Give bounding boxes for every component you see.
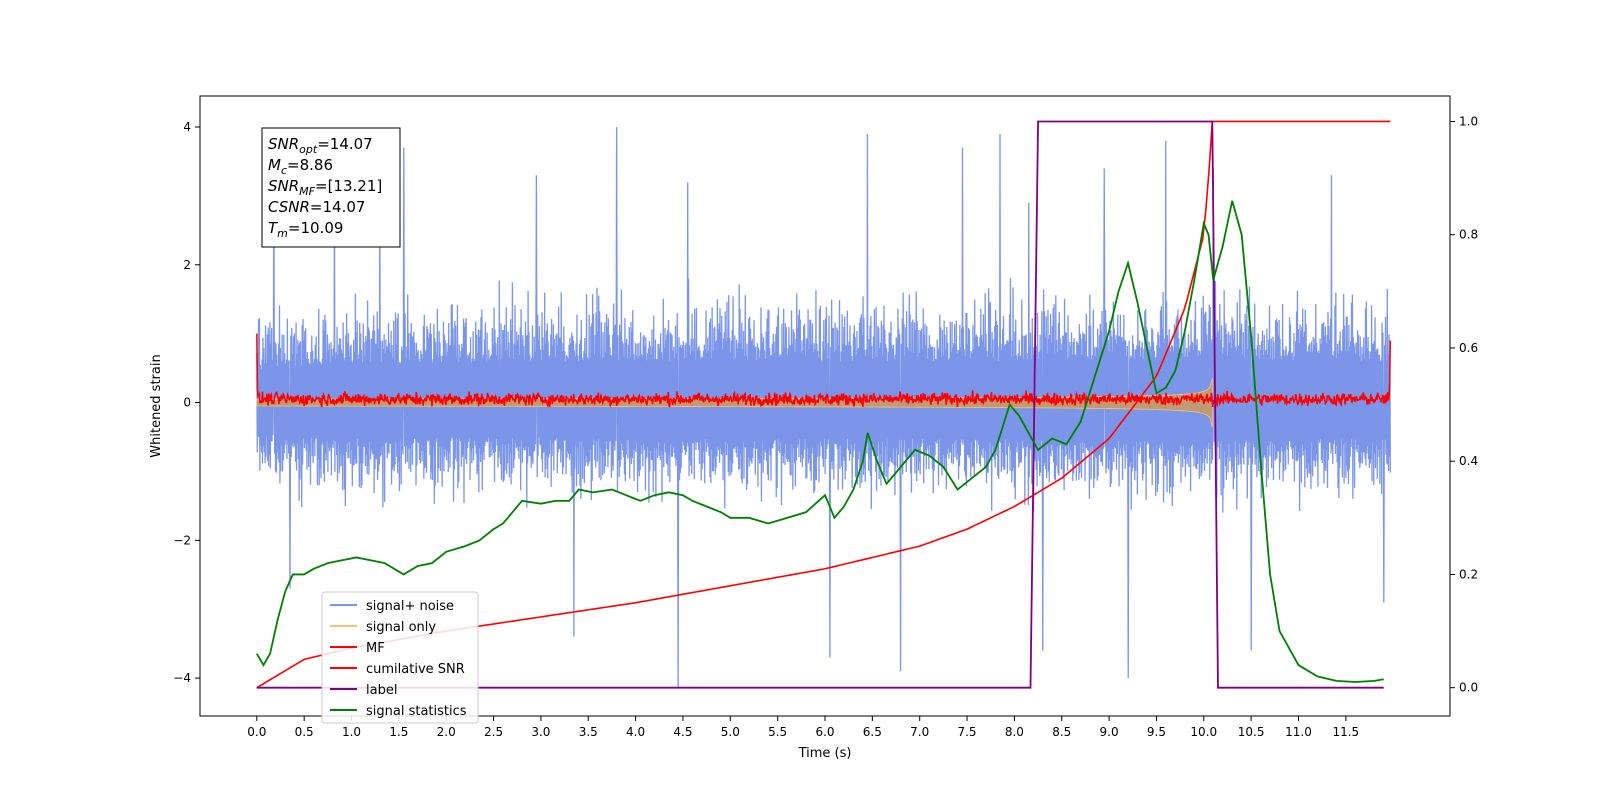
legend-items: signal+ noise signal only MF cumilative SNR… <box>330 599 467 719</box>
y-axis-label: Whitened strain <box>149 354 164 457</box>
y-tick-label: −4 <box>173 671 191 685</box>
x-tick-label: 8.5 <box>1052 725 1071 739</box>
x-tick-label: 6.5 <box>863 725 882 739</box>
info-line-csnr: CSNR=14.07 <box>268 198 365 216</box>
x-tick-label: 10.5 <box>1238 725 1265 739</box>
info-box-frame <box>261 127 401 248</box>
series-label-line <box>256 120 1384 689</box>
y-tick-label: 2 <box>183 258 191 272</box>
x-tick-label: 0.5 <box>295 725 314 739</box>
x-tick-label: 3.0 <box>531 725 550 739</box>
x-tick-label: 4.0 <box>626 725 645 739</box>
x-tick-label: 1.0 <box>342 725 361 739</box>
x-tick-label: 7.0 <box>910 725 929 739</box>
x-axis-ticks: 0.0 0.5 1.0 1.5 2.0 2.5 3.0 3.5 4.0 4.5 5.0 5.5 6.0 6… <box>247 716 1359 739</box>
info-box-lines: SNRopt=14.07Mc=8.86SNRMF=[13.21]CSNR=14.… <box>268 135 382 240</box>
right-axis-ticks: 0.0 0.2 0.4 0.6 0.8 1.0 <box>1450 114 1478 695</box>
right-tick-label: 0.0 <box>1459 681 1478 695</box>
legend-label-cumilative-snr: cumilative SNR <box>366 662 465 677</box>
legend-label-label: label <box>366 683 397 698</box>
series-signal-noise-line <box>256 126 1391 689</box>
x-tick-label: 5.5 <box>768 725 787 739</box>
x-tick-label: 11.5 <box>1332 725 1359 739</box>
x-tick-label: 1.5 <box>389 725 408 739</box>
y-tick-label: 0 <box>183 396 191 410</box>
legend-label-signal-noise: signal+ noise <box>366 599 454 614</box>
y-tick-label: 4 <box>183 120 191 134</box>
x-tick-label: 0.0 <box>247 725 266 739</box>
info-line-m-c: Mc=8.86 <box>268 156 333 177</box>
info-line-snr-opt: SNRopt=14.07 <box>268 135 373 156</box>
right-tick-label: 0.8 <box>1459 228 1478 242</box>
legend-frame <box>321 591 479 724</box>
x-tick-label: 4.5 <box>673 725 692 739</box>
x-tick-label: 3.5 <box>579 725 598 739</box>
series-mf-line <box>256 333 1392 409</box>
x-tick-label: 5.0 <box>721 725 740 739</box>
x-tick-label: 9.0 <box>1100 725 1119 739</box>
legend-label-signal-statistics: signal statistics <box>366 704 467 719</box>
x-tick-label: 10.0 <box>1190 725 1217 739</box>
info-line-snr-mf: SNRMF=[13.21] <box>268 177 382 198</box>
x-tick-label: 2.5 <box>484 725 503 739</box>
x-tick-label: 7.5 <box>957 725 976 739</box>
info-line-t-m: Tm=10.09 <box>268 219 343 240</box>
right-tick-label: 0.6 <box>1459 341 1478 355</box>
x-tick-label: 2.0 <box>437 725 456 739</box>
right-tick-label: 0.4 <box>1459 454 1478 468</box>
info-box: SNRopt=14.07Mc=8.86SNRMF=[13.21]CSNR=14.… <box>261 127 401 248</box>
series-signal-statistics-line <box>256 200 1384 683</box>
legend-label-mf: MF <box>366 641 385 656</box>
right-tick-label: 1.0 <box>1459 114 1478 128</box>
y-tick-label: −2 <box>173 533 191 547</box>
x-tick-label: 6.0 <box>815 725 834 739</box>
right-tick-label: 0.2 <box>1459 567 1478 581</box>
x-tick-label: 11.0 <box>1285 725 1312 739</box>
series-signal-only-fill <box>256 378 1213 428</box>
legend-label-signal-only: signal only <box>366 620 436 635</box>
x-tick-label: 8.0 <box>1005 725 1024 739</box>
x-axis-label: Time (s) <box>798 746 852 761</box>
y-axis-ticks: −4 −2 0 2 4 <box>173 120 200 685</box>
x-tick-label: 9.5 <box>1147 725 1166 739</box>
legend: signal+ noise signal only MF cumilative SNR… <box>321 591 479 724</box>
